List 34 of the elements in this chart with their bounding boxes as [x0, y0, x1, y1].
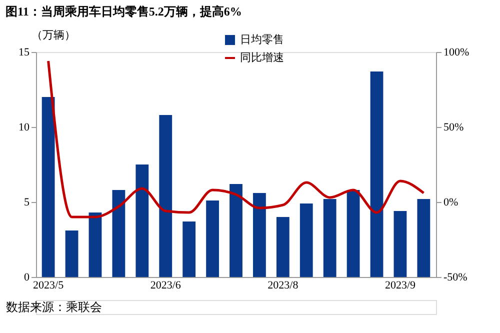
x-tick-label: 2023/5	[33, 280, 64, 292]
source-note: 数据来源：乘联会	[6, 300, 102, 314]
bar	[206, 200, 219, 277]
legend-label: 同比增速	[240, 51, 284, 64]
bar	[323, 199, 336, 277]
y2-tick-label: -50%	[444, 272, 468, 284]
y2-tick-label: 50%	[444, 122, 464, 134]
bar	[253, 193, 266, 277]
bar	[394, 211, 407, 277]
y2-tick-label: 0%	[444, 196, 458, 208]
bar	[42, 97, 55, 277]
bar	[88, 212, 102, 277]
bar	[346, 190, 360, 277]
x-tick-label: 2023/8	[268, 280, 299, 292]
bar	[230, 184, 242, 277]
y-axis-title: （万辆）	[32, 30, 76, 42]
chart-title: 图11：当周乘用车日均零售5.2万辆，提高6%	[6, 4, 242, 18]
bar	[65, 230, 78, 277]
x-tick-label: 2023/6	[150, 280, 182, 292]
bar	[136, 164, 149, 277]
bar	[300, 204, 313, 277]
y-tick-label: 15	[18, 46, 30, 58]
bar	[182, 222, 196, 277]
bar	[276, 217, 290, 277]
y2-tick-label: 100%	[444, 46, 470, 58]
y-tick-label: 5	[24, 196, 30, 208]
legend-label: 日均零售	[240, 34, 284, 46]
bar	[159, 115, 172, 277]
y-tick-label: 10	[18, 122, 30, 134]
bar	[112, 190, 126, 277]
y-tick-label: 0	[24, 272, 30, 284]
bar	[370, 72, 384, 277]
bar	[417, 199, 430, 277]
x-tick-label: 2023/9	[384, 280, 416, 292]
